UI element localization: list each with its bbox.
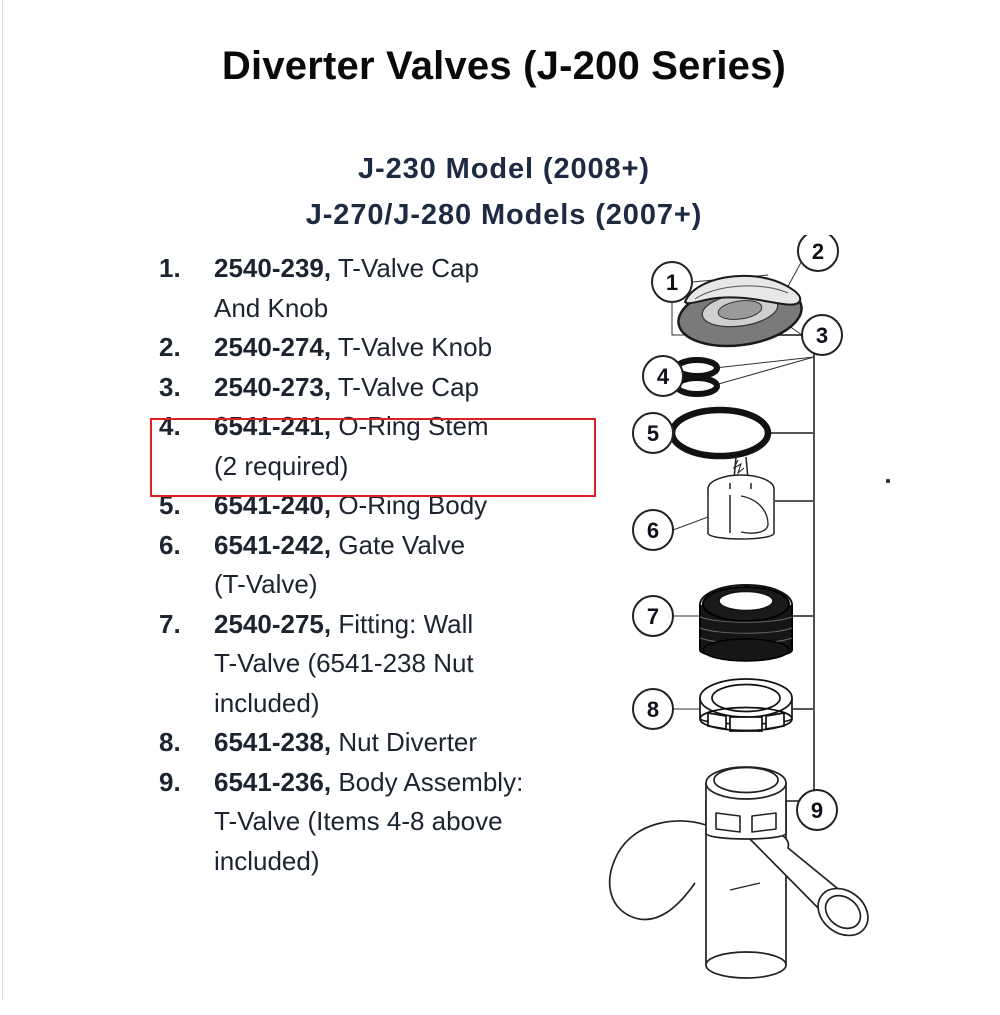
svg-text:8: 8 <box>647 697 659 722</box>
svg-text:9: 9 <box>811 798 823 823</box>
svg-text:4: 4 <box>657 364 670 389</box>
svg-text:5: 5 <box>647 421 659 446</box>
svg-text:6: 6 <box>647 518 659 543</box>
svg-text:3: 3 <box>816 323 828 348</box>
svg-text:1: 1 <box>666 270 678 295</box>
svg-text:7: 7 <box>647 604 659 629</box>
svg-text:2: 2 <box>812 239 824 264</box>
